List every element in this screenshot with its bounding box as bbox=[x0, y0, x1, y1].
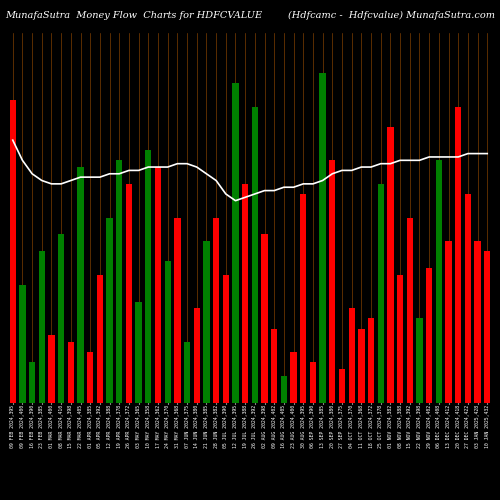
Bar bbox=[262, 234, 268, 402]
Bar bbox=[290, 352, 296, 403]
Bar bbox=[358, 328, 364, 402]
Bar bbox=[339, 369, 345, 402]
Bar bbox=[464, 194, 471, 402]
Bar bbox=[10, 100, 16, 402]
Bar bbox=[126, 184, 132, 402]
Bar bbox=[222, 274, 229, 402]
Bar bbox=[252, 106, 258, 403]
Bar bbox=[106, 218, 112, 402]
Bar bbox=[378, 184, 384, 402]
Bar bbox=[48, 335, 54, 402]
Text: MunafaSutra  Money Flow  Charts for HDFCVALUE: MunafaSutra Money Flow Charts for HDFCVA… bbox=[5, 11, 262, 20]
Bar bbox=[446, 241, 452, 402]
Bar bbox=[348, 308, 355, 402]
Bar bbox=[388, 126, 394, 402]
Bar bbox=[213, 218, 220, 402]
Bar bbox=[145, 150, 152, 403]
Text: (Hdfcamc -  Hdfcvalue) MunafaSutra.com: (Hdfcamc - Hdfcvalue) MunafaSutra.com bbox=[288, 11, 495, 20]
Bar bbox=[232, 83, 238, 402]
Bar bbox=[436, 160, 442, 402]
Bar bbox=[136, 302, 142, 402]
Bar bbox=[97, 274, 103, 402]
Bar bbox=[426, 268, 432, 402]
Bar bbox=[38, 251, 45, 402]
Bar bbox=[242, 184, 248, 402]
Bar bbox=[406, 218, 413, 402]
Bar bbox=[174, 218, 180, 402]
Bar bbox=[455, 106, 462, 403]
Bar bbox=[484, 251, 490, 402]
Bar bbox=[320, 73, 326, 402]
Bar bbox=[368, 318, 374, 402]
Bar bbox=[310, 362, 316, 403]
Bar bbox=[416, 318, 422, 402]
Bar bbox=[58, 234, 64, 402]
Bar bbox=[164, 261, 171, 402]
Bar bbox=[194, 308, 200, 402]
Bar bbox=[184, 342, 190, 402]
Bar bbox=[155, 167, 161, 402]
Bar bbox=[68, 342, 74, 402]
Bar bbox=[116, 160, 122, 402]
Bar bbox=[204, 241, 210, 402]
Bar bbox=[87, 352, 94, 403]
Bar bbox=[29, 362, 35, 403]
Bar bbox=[329, 160, 336, 402]
Bar bbox=[397, 274, 403, 402]
Bar bbox=[300, 194, 306, 402]
Bar bbox=[474, 241, 480, 402]
Bar bbox=[271, 328, 278, 402]
Bar bbox=[78, 167, 84, 402]
Bar bbox=[20, 285, 26, 403]
Bar bbox=[280, 376, 287, 402]
